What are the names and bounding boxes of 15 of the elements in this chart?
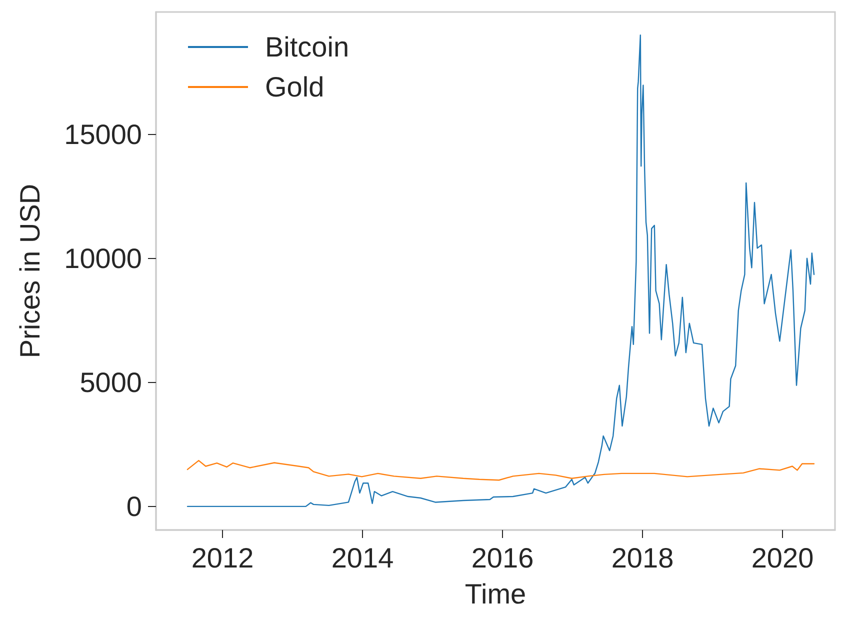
x-tick-label: 2018 (611, 542, 674, 574)
x-tick-label: 2014 (331, 542, 394, 574)
legend-label: Bitcoin (265, 32, 350, 62)
x-tick-label: 2016 (471, 542, 534, 574)
legend-label: Gold (265, 72, 324, 102)
y-tick-label: 5000 (80, 366, 142, 398)
x-tick-label: 2020 (751, 542, 814, 574)
line-series (186, 460, 815, 481)
x-axis-title: Time (464, 578, 526, 610)
y-tick-label: 0 (126, 490, 142, 522)
y-tick-label: 10000 (64, 242, 142, 274)
y-tick-label: 15000 (64, 118, 142, 150)
y-axis-title: Prices in USD (14, 184, 46, 358)
line-series (186, 34, 815, 508)
x-tick-label: 2012 (191, 542, 254, 574)
